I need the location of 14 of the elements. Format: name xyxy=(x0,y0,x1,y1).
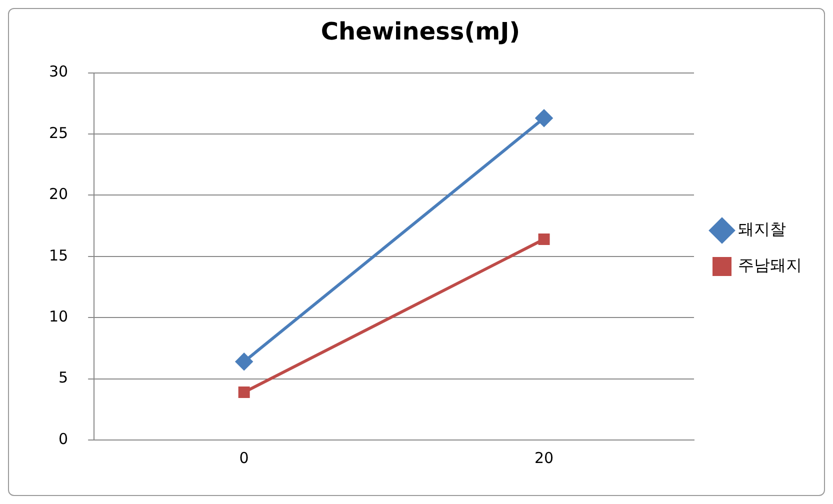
point xyxy=(538,234,550,246)
legend-label: 돼지찰 xyxy=(738,220,786,239)
y-tick-label: 20 xyxy=(48,185,68,204)
y-tick-label: 30 xyxy=(48,62,68,81)
y-tick-label: 15 xyxy=(48,246,68,264)
chart-title: Chewiness(mJ) xyxy=(320,18,520,46)
y-tick-label: 10 xyxy=(48,307,68,326)
point xyxy=(536,110,553,127)
legend-label: 주남돼지 xyxy=(738,256,802,275)
y-tick-label: 5 xyxy=(58,368,68,387)
y-tick-label: 25 xyxy=(48,124,68,142)
point xyxy=(236,353,253,370)
y-tick-label: 0 xyxy=(58,430,68,448)
point xyxy=(238,386,250,398)
